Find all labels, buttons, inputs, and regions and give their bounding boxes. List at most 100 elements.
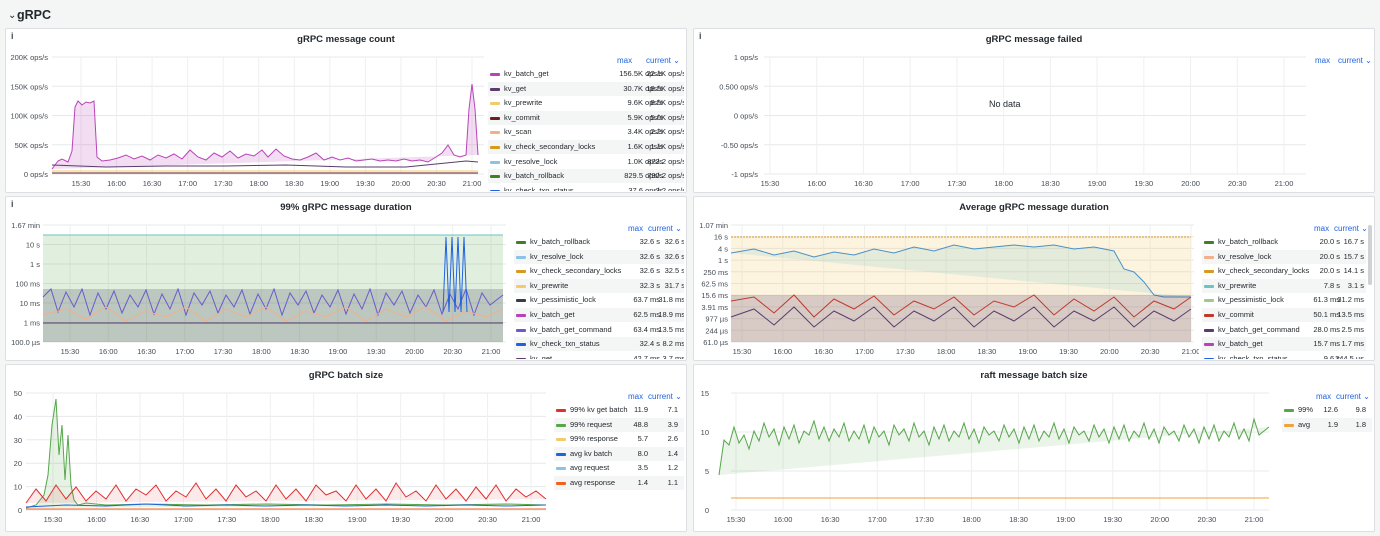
legend-series-name[interactable]: kv_prewrite xyxy=(504,98,543,108)
legend-series-name[interactable]: 99% xyxy=(1298,405,1314,414)
panel-title[interactable]: 99% gRPC message duration xyxy=(280,202,412,213)
legend-color-swatch[interactable] xyxy=(516,255,526,259)
legend-color-swatch[interactable] xyxy=(516,284,526,288)
legend-color-swatch[interactable] xyxy=(1204,284,1214,288)
info-icon[interactable]: i xyxy=(699,31,702,41)
legend-color-swatch[interactable] xyxy=(1204,357,1214,359)
legend-item[interactable]: kv_prewrite 7.8 s 3.1 s xyxy=(1202,278,1366,293)
legend-item[interactable]: kv_scan 3.4K ops/s 2.2K ops/s xyxy=(488,125,684,139)
legend-sort-max[interactable]: max xyxy=(628,392,644,401)
legend-series-name[interactable]: kv_check_txn_status xyxy=(504,185,574,191)
legend-item[interactable]: kv_batch_rollback 32.6 s 32.6 s xyxy=(514,235,684,249)
legend-item[interactable]: kv_commit 50.1 ms 13.5 ms xyxy=(1202,308,1366,322)
legend-color-swatch[interactable] xyxy=(490,116,500,120)
legend-color-swatch[interactable] xyxy=(516,314,526,317)
panel-average-grpc-message-duration[interactable]: Average gRPC message duration 1.07 min 16… xyxy=(693,196,1375,361)
legend-color-swatch[interactable] xyxy=(516,343,526,347)
legend-sort-current[interactable]: current ⌄ xyxy=(648,392,682,401)
legend-series-name[interactable]: kv_batch_get xyxy=(504,69,549,78)
legend-color-swatch[interactable] xyxy=(556,438,566,442)
legend-series-name[interactable]: kv_pessimistic_lock xyxy=(530,295,596,305)
legend-color-swatch[interactable] xyxy=(1284,409,1294,412)
legend-item[interactable]: kv_get 30.7K ops/s 18.5K ops/s xyxy=(488,81,684,96)
legend-series-name[interactable]: kv_batch_rollback xyxy=(530,237,591,246)
panel-title[interactable]: gRPC batch size xyxy=(308,370,384,381)
legend-color-swatch[interactable] xyxy=(556,467,566,471)
legend-color-swatch[interactable] xyxy=(556,423,566,427)
legend-series-name[interactable]: kv_commit xyxy=(504,112,540,122)
legend-item[interactable]: kv_pessimistic_lock 63.7 ms 31.8 ms xyxy=(514,293,684,307)
legend-item[interactable]: kv_batch_get_command 28.0 ms 2.5 ms xyxy=(1202,323,1366,337)
legend-color-swatch[interactable] xyxy=(1204,241,1214,244)
legend-sort-current[interactable]: current ⌄ xyxy=(1334,224,1368,233)
info-icon[interactable]: i xyxy=(11,31,14,41)
legend-sort-current[interactable]: current ⌄ xyxy=(1336,392,1370,401)
legend-series-name[interactable]: 99% response xyxy=(570,434,618,444)
legend-color-swatch[interactable] xyxy=(556,482,566,485)
chevron-down-icon[interactable]: ⌄ xyxy=(8,10,17,21)
legend-sort-current[interactable]: current ⌄ xyxy=(646,56,680,65)
legend-sort-current[interactable]: current ⌄ xyxy=(648,224,682,233)
legend-series-name[interactable]: kv_check_secondary_locks xyxy=(1218,266,1310,276)
panel-title[interactable]: raft message batch size xyxy=(980,370,1088,381)
legend-item[interactable]: kv_pessimistic_lock 61.3 ms 31.2 ms xyxy=(1202,293,1366,307)
legend-color-swatch[interactable] xyxy=(516,357,526,359)
legend-series-name[interactable]: 99% kv get batch xyxy=(570,405,628,414)
legend-color-swatch[interactable] xyxy=(1204,255,1214,259)
legend-series-name[interactable]: kv_check_secondary_locks xyxy=(530,266,622,276)
legend-color-swatch[interactable] xyxy=(490,131,500,135)
legend-series-name[interactable]: kv_resolve_lock xyxy=(1218,251,1272,261)
legend-color-swatch[interactable] xyxy=(490,175,500,179)
panel-title[interactable]: Average gRPC message duration xyxy=(959,202,1109,213)
panel-title[interactable]: gRPC message failed xyxy=(985,34,1083,45)
legend-series-name[interactable]: kv_resolve_lock xyxy=(530,251,584,261)
legend-item[interactable]: 99% response 5.7 2.6 xyxy=(554,432,684,446)
legend-item[interactable]: kv_check_secondary_locks 1.6K ops/s 1.1K o… xyxy=(488,140,684,154)
panel-99-grpc-message-duration[interactable]: i 99% gRPC message duration 1.67 min 10 s… xyxy=(5,196,687,361)
legend-series-name[interactable]: avg kv batch xyxy=(570,448,613,458)
legend-series-name[interactable]: kv_check_txn_status xyxy=(530,339,600,349)
legend-series-name[interactable]: kv_prewrite xyxy=(1218,280,1257,290)
legend-series-name[interactable]: kv_prewrite xyxy=(530,280,569,290)
legend-item[interactable]: kv_prewrite 9.6K ops/s 8.5K ops/s xyxy=(488,96,684,110)
panel-raft-message-batch-size[interactable]: raft message batch size 15 10 5 0 15:30 16:00… xyxy=(693,364,1375,532)
legend-item[interactable]: kv_check_txn_status 32.4 s 8.2 ms xyxy=(514,337,684,352)
legend-series-name[interactable]: kv_batch_rollback xyxy=(504,171,565,181)
legend-item[interactable]: kv_batch_rollback 829.5 ops/s 790.2 ops/s xyxy=(488,169,684,184)
legend-sort-max[interactable]: max xyxy=(1314,224,1330,233)
panel-grpc-message-count[interactable]: i gRPC message count 200K ops/s 150K ops/… xyxy=(5,28,687,193)
info-icon[interactable]: i xyxy=(11,199,14,209)
legend-color-swatch[interactable] xyxy=(1204,299,1214,303)
legend-color-swatch[interactable] xyxy=(516,241,526,244)
legend-item[interactable]: kv_resolve_lock 20.0 s 15.7 s xyxy=(1202,249,1366,264)
legend-series-name[interactable]: kv_get xyxy=(504,83,527,93)
legend-color-swatch[interactable] xyxy=(490,160,500,164)
legend-color-swatch[interactable] xyxy=(1204,343,1214,347)
legend-item[interactable]: avg kv batch 8.0 1.4 xyxy=(554,446,684,461)
legend-color-swatch[interactable] xyxy=(490,73,500,76)
legend-item[interactable]: 99% 12.6 9.8 xyxy=(1282,403,1372,417)
legend-color-swatch[interactable] xyxy=(516,328,526,332)
legend-color-swatch[interactable] xyxy=(490,102,500,106)
legend-color-swatch[interactable] xyxy=(556,409,566,412)
legend-color-swatch[interactable] xyxy=(516,299,526,303)
legend-item[interactable]: kv_check_secondary_locks 20.0 s 14.1 s xyxy=(1202,264,1366,278)
legend-color-swatch[interactable] xyxy=(490,146,500,149)
legend-series-name[interactable]: avg xyxy=(1298,419,1311,429)
legend-item[interactable]: kv_commit 5.9K ops/s 5.0K ops/s xyxy=(488,110,684,125)
legend-color-swatch[interactable] xyxy=(556,452,566,456)
legend-item[interactable]: kv_batch_get 62.5 ms 18.9 ms xyxy=(514,308,684,322)
legend-series-name[interactable]: kv_commit xyxy=(1218,310,1254,319)
legend-item[interactable]: kv_check_secondary_locks 32.6 s 32.5 s xyxy=(514,264,684,278)
legend-series-name[interactable]: kv_check_secondary_locks xyxy=(504,142,596,151)
legend-color-swatch[interactable] xyxy=(1204,314,1214,317)
legend-color-swatch[interactable] xyxy=(516,270,526,274)
legend-scrollbar[interactable] xyxy=(1368,225,1372,285)
panel-grpc-batch-size[interactable]: gRPC batch size 50 40 30 20 10 0 15:30 16:00 16:… xyxy=(5,364,687,532)
legend-sort-max[interactable]: max xyxy=(1316,392,1332,401)
legend-series-name[interactable]: kv_batch_get_command xyxy=(530,324,612,334)
legend-item[interactable]: avg 1.9 1.8 xyxy=(1282,417,1372,432)
legend-item[interactable]: kv_check_txn_status 9.6 s 244.5 µs xyxy=(1202,352,1366,359)
legend-color-swatch[interactable] xyxy=(490,189,500,191)
legend-item[interactable]: kv_check_txn_status 37.6 ops/s 3.2 ops/s xyxy=(488,184,684,191)
